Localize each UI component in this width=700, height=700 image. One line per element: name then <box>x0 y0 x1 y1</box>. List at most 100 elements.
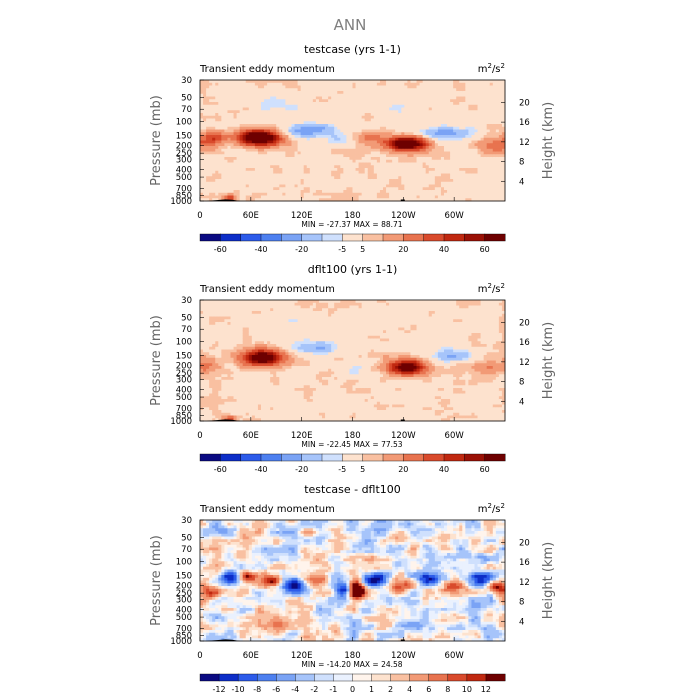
heatmap-cell <box>218 184 222 188</box>
heatmap-cell <box>239 184 244 188</box>
heatmap-cell <box>459 151 463 155</box>
heatmap-cell <box>459 157 463 161</box>
heatmap-cell <box>230 176 234 180</box>
heatmap-cell <box>294 113 298 117</box>
heatmap-cell <box>288 195 292 199</box>
heatmap-cell <box>431 80 436 84</box>
heatmap-cell <box>437 135 442 139</box>
heatmap-cell <box>407 102 411 106</box>
heatmap-cell <box>407 107 411 111</box>
heatmap-cell <box>306 96 311 100</box>
heatmap-cell <box>227 96 231 100</box>
heatmap-cell <box>334 181 338 185</box>
heatmap-cell <box>306 129 311 133</box>
heatmap-cell <box>209 393 213 397</box>
heatmap-cell <box>294 80 298 84</box>
heatmap-cell <box>257 157 262 161</box>
heatmap-cell <box>437 148 442 152</box>
heatmap-cell <box>459 124 463 128</box>
heatmap-cell <box>215 346 219 350</box>
heatmap-cell <box>218 151 222 155</box>
heatmap-cell <box>465 104 469 108</box>
heatmap-cell <box>300 132 305 136</box>
heatmap-cell <box>209 302 213 306</box>
heatmap-cell <box>492 140 497 144</box>
heatmap-cell <box>239 181 244 185</box>
heatmap-cell <box>236 190 241 194</box>
heatmap-cell <box>230 168 234 172</box>
heatmap-cell <box>480 124 485 128</box>
heatmap-cell <box>212 118 216 122</box>
heatmap-cell <box>346 132 350 136</box>
heatmap-cell <box>230 393 234 397</box>
heatmap-cell <box>437 121 442 125</box>
heatmap-cell <box>212 143 216 147</box>
heatmap-cell <box>334 126 338 130</box>
heatmap-cell <box>233 311 237 315</box>
heatmap-cell <box>233 371 237 375</box>
heatmap-cell <box>230 80 234 84</box>
heatmap-cell <box>203 377 207 381</box>
heatmap-cell <box>486 190 491 194</box>
heatmap-cell <box>215 88 219 92</box>
heatmap-cell <box>450 184 454 188</box>
heatmap-cell <box>480 93 485 97</box>
heatmap-cell <box>419 82 424 86</box>
heatmap-cell <box>428 107 433 111</box>
heatmap-cell <box>267 113 271 117</box>
heatmap-cell <box>227 143 231 147</box>
heatmap-cell <box>328 96 332 100</box>
heatmap-cell <box>431 113 436 117</box>
heatmap-cell <box>376 91 381 95</box>
heatmap-cell <box>200 316 204 320</box>
heatmap-cell <box>364 121 369 125</box>
heatmap-cell <box>501 179 506 183</box>
heatmap-cell <box>376 88 381 92</box>
heatmap-cell <box>501 154 506 158</box>
heatmap-cell <box>212 374 216 378</box>
heatmap-cell <box>206 355 210 359</box>
heatmap-cell <box>465 82 469 86</box>
heatmap-cell <box>230 382 234 386</box>
heatmap-cell <box>349 93 353 97</box>
heatmap-cell <box>401 157 405 161</box>
heatmap-cell <box>419 126 424 130</box>
heatmap-cell <box>477 132 481 136</box>
heatmap-cell <box>447 107 451 111</box>
heatmap-cell <box>434 110 439 114</box>
heatmap-cell <box>221 401 225 405</box>
heatmap-cell <box>264 135 268 139</box>
heatmap-cell <box>346 146 350 150</box>
heatmap-cell <box>233 85 237 89</box>
heatmap-cell <box>239 140 244 144</box>
heatmap-cell <box>440 113 445 117</box>
heatmap-cell <box>361 135 366 139</box>
heatmap-cell <box>251 170 256 174</box>
heatmap-cell <box>230 316 234 320</box>
heatmap-cell <box>322 165 326 169</box>
heatmap-cell <box>401 91 405 95</box>
heatmap-cell <box>206 390 210 394</box>
heatmap-cell <box>227 85 231 89</box>
heatmap-cell <box>370 91 375 95</box>
heatmap-cell <box>422 93 427 97</box>
heatmap-cell <box>395 88 399 92</box>
heatmap-cell <box>422 148 427 152</box>
heatmap-cell <box>410 121 414 125</box>
heatmap-cell <box>367 140 372 144</box>
heatmap-cell <box>398 154 402 158</box>
heatmap-cell <box>425 96 430 100</box>
heatmap-cell <box>367 113 372 117</box>
heatmap-cell <box>364 165 369 169</box>
heatmap-cell <box>297 154 302 158</box>
heatmap-cell <box>251 168 256 172</box>
heatmap-cell <box>407 176 411 180</box>
heatmap-cell <box>273 99 277 103</box>
heatmap-cell <box>300 154 305 158</box>
heatmap-cell <box>306 198 311 202</box>
heatmap-cell <box>486 118 491 122</box>
heatmap-cell <box>212 190 216 194</box>
heatmap-cell <box>212 91 216 95</box>
heatmap-cell <box>410 126 414 130</box>
heatmap-cell <box>285 165 289 169</box>
